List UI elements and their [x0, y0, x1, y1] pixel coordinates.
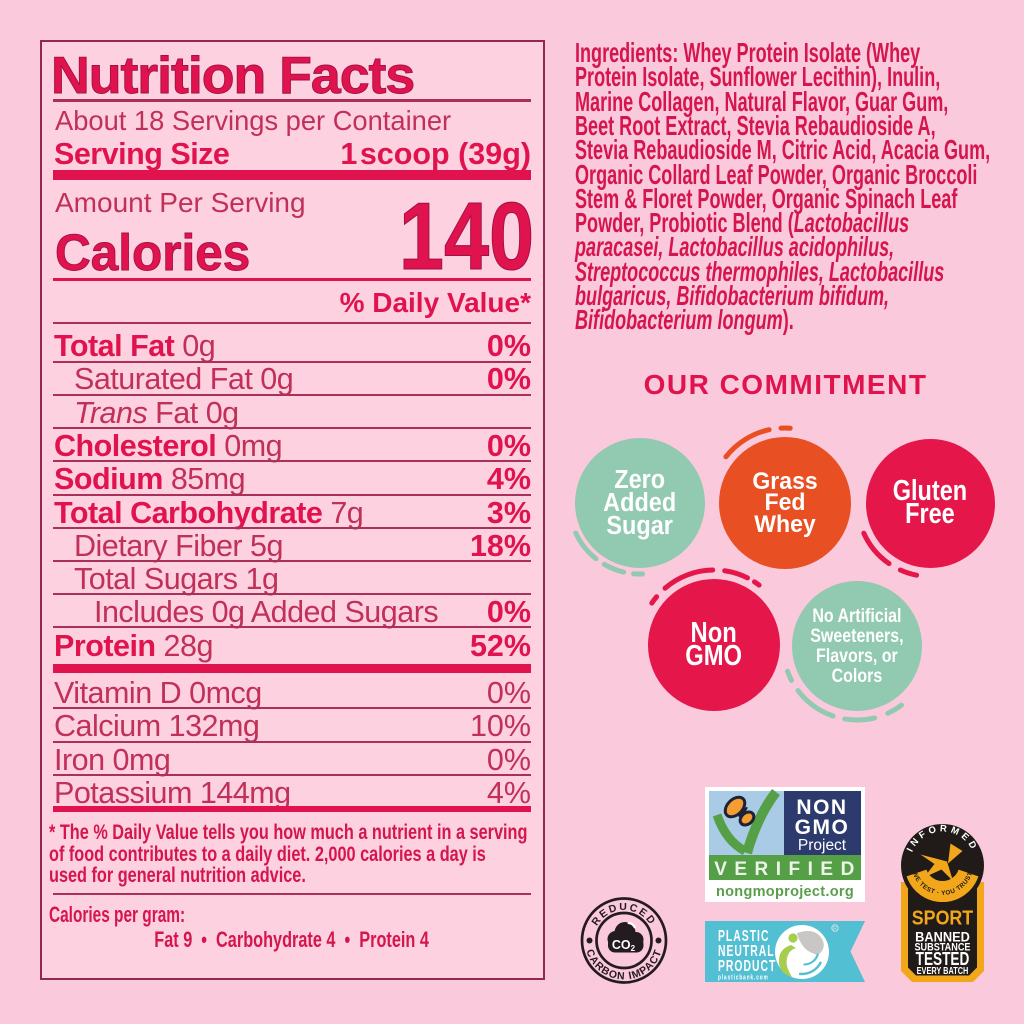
- svg-text:PLASTIC: PLASTIC: [718, 927, 769, 945]
- svg-text:CO2: CO2: [612, 938, 636, 953]
- svg-text:VERIFIED: VERIFIED: [714, 859, 862, 880]
- svg-text:GMO: GMO: [795, 816, 850, 839]
- svg-text:R: R: [833, 926, 838, 932]
- svg-text:CARBON IMPACT: CARBON IMPACT: [583, 948, 664, 983]
- svg-text:TESTED: TESTED: [916, 949, 970, 970]
- svg-text:NON: NON: [796, 796, 847, 819]
- svg-text:EVERY BATCH: EVERY BATCH: [917, 965, 969, 977]
- svg-text:nongmoproject.org: nongmoproject.org: [716, 884, 854, 900]
- svg-text:PRODUCT: PRODUCT: [718, 957, 776, 975]
- svg-text:plasticbank.com: plasticbank.com: [718, 975, 769, 982]
- svg-text:SUBSTANCE: SUBSTANCE: [914, 942, 970, 954]
- svg-text:BANNED: BANNED: [915, 929, 970, 945]
- svg-text:NEUTRAL: NEUTRAL: [718, 942, 775, 960]
- svg-text:SPORT: SPORT: [912, 907, 974, 929]
- svg-text:Project: Project: [798, 837, 847, 854]
